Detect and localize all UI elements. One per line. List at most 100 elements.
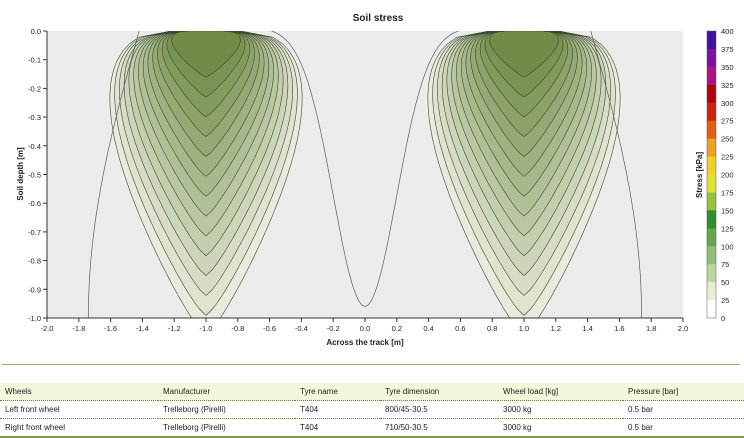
wheel-contour-group [109,31,303,318]
x-tick-label: -0.2 [327,324,340,333]
colorbar-tick-label: 250 [721,135,734,144]
cell-manufacturer: Trelleborg (Pirelli) [163,423,226,432]
colorbar-segment [707,246,716,265]
chart-title: Soil stress [353,13,404,24]
wheel-contour-group [427,31,621,318]
soil-stress-chart: Soil stress -2.0 -1.8 -1.6 -1.4 -1.2 -1.0 -0.8… [16,13,734,347]
header-tyre-dimension: Tyre dimension [385,387,440,396]
colorbar-tick-label: 200 [721,171,734,180]
colorbar-tick-label: 300 [721,99,734,108]
colorbar-tick-label: 375 [721,45,734,54]
colorbar-segment [707,264,716,283]
x-tick-label: -1.4 [136,324,149,333]
cell-wheel-load: 3000 kg [503,423,532,432]
x-tick-label: 1.6 [614,324,624,333]
colorbar-segment [707,48,716,68]
x-tick-label: 1.0 [519,324,529,333]
colorbar-tick-label: 50 [721,278,729,287]
colorbar-tick-label: 75 [721,260,729,269]
center-contour-line [270,31,460,307]
x-tick-label: -0.8 [231,324,244,333]
table-row: Right front wheel Trelleborg (Pirelli) T… [0,418,744,437]
cell-tyre-dimension: 710/50-30.5 [385,423,428,432]
outer-contour-line [590,31,643,318]
y-tick-label: -1.0 [28,314,41,323]
cell-wheel-load: 3000 kg [503,405,532,414]
colorbar-segment [707,138,716,158]
x-tick-label: 0.8 [487,324,497,333]
contour-line [489,31,559,78]
cell-pressure: 0.5 bar [628,405,653,414]
colorbar-tick-label: 350 [721,63,734,72]
cell-wheel: Left front wheel [5,405,60,414]
y-tick-label: -0.1 [28,56,41,65]
x-tick-label: 1.8 [646,324,656,333]
cell-manufacturer: Trelleborg (Pirelli) [163,405,226,414]
header-pressure: Pressure [bar] [628,387,679,396]
colorbar-tick-label: 225 [721,153,734,162]
x-tick-label: -1.8 [72,324,85,333]
y-axis-label: Soil depth [m] [16,147,25,201]
x-tick-label: -1.2 [168,324,181,333]
chart-svg: Soil stress -2.0 -1.8 -1.6 -1.4 -1.2 -1.0 -0.8… [16,13,734,347]
x-tick-label: 0.2 [392,324,402,333]
colorbar-segment [707,174,716,193]
x-tick-label: 1.2 [551,324,561,333]
table-row: Left front wheel Trelleborg (Pirelli) T4… [0,400,744,419]
header-tyre-name: Tyre name [300,387,338,396]
cell-pressure: 0.5 bar [628,423,653,432]
colorbar-tick-label: 0 [721,314,725,323]
x-axis-label: Across the track [m] [326,338,404,347]
cell-tyre-name: T404 [300,405,319,414]
outer-contour-line [87,31,140,318]
colorbar-segment [707,300,716,319]
colorbar-tick-label: 175 [721,188,734,197]
colorbar-tick-label: 325 [721,81,734,90]
table-header-row: Wheels Manufacturer Tyre name Tyre dimen… [0,383,744,401]
contour-line [171,31,241,78]
x-tick-label: -0.4 [295,324,308,333]
colorbar-segment [707,84,716,104]
cell-tyre-name: T404 [300,423,319,432]
colorbar-frame [706,30,717,319]
y-tick-label: -0.4 [28,142,41,151]
x-tick-label: -1.0 [200,324,213,333]
x-tick-label: 1.4 [582,324,592,333]
colorbar-tick-label: 125 [721,224,734,233]
y-tick-label: -0.6 [28,199,41,208]
y-tick-label: 0.0 [31,27,41,36]
y-tick-label: -0.2 [28,84,41,93]
wheel-table: Wheels Manufacturer Tyre name Tyre dimen… [0,383,744,438]
colorbar-segment [707,228,716,247]
colorbar-segment [707,210,716,229]
cell-tyre-dimension: 800/45-30.5 [385,405,428,414]
y-tick-label: -0.8 [28,257,41,266]
y-tick-label: -0.3 [28,113,41,122]
colorbar-tick-label: 150 [721,206,734,215]
colorbar-segment [707,156,716,175]
x-tick-label: -1.6 [104,324,117,333]
header-wheel-load: Wheel load [kg] [503,387,559,396]
y-tick-label: -0.9 [28,285,41,294]
colorbar-label: Stress [kPa] [695,152,704,199]
header-manufacturer: Manufacturer [163,387,211,396]
colorbar-segment [707,120,716,140]
colorbar: 400 375 350 325 300 275 250 225 200 175 150 125 100 7… [706,27,734,323]
colorbar-tick-label: 275 [721,117,734,126]
x-tick-label: 2.0 [678,324,688,333]
colorbar-segment [707,66,716,86]
x-tick-label: 0.6 [455,324,465,333]
x-tick-label: 0.4 [423,324,433,333]
header-wheels: Wheels [5,387,32,396]
y-tick-label: -0.5 [28,171,41,180]
colorbar-segment [707,192,716,211]
x-tick-label: -0.6 [263,324,276,333]
x-tick-label: -2.0 [41,324,54,333]
section-divider [2,364,740,365]
colorbar-segment [707,282,716,301]
cell-wheel: Right front wheel [5,423,66,432]
colorbar-segment [707,31,716,50]
colorbar-segment [707,102,716,122]
colorbar-tick-label: 400 [721,27,734,36]
colorbar-tick-label: 100 [721,242,734,251]
